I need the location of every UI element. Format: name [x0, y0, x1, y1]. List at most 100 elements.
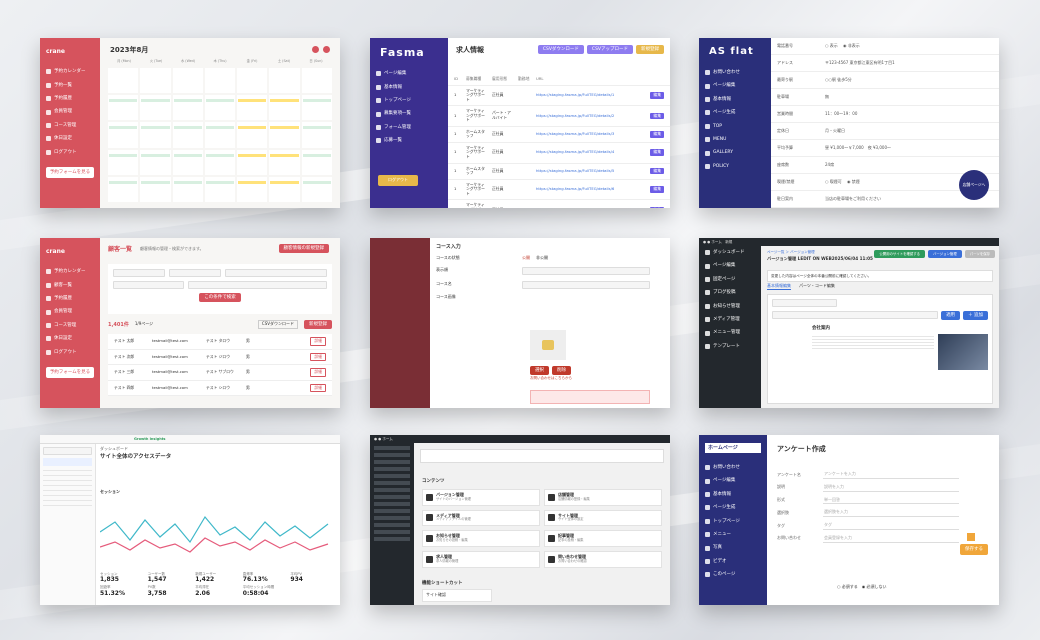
sidebar-item[interactable]: 休日設定	[40, 132, 100, 145]
detail-button[interactable]: 詳細	[310, 352, 326, 362]
save-button[interactable]: 保存する	[955, 544, 993, 555]
sidebar-item[interactable]: ページ編集	[370, 67, 448, 80]
sidebar-item[interactable]: 予約カレンダー	[40, 65, 100, 78]
calendar-day-cell[interactable]	[269, 95, 300, 121]
detail-button[interactable]: 詳細	[310, 383, 326, 393]
field-value[interactable]: 昼 ¥1,000〜￥7,000 夜 ¥3,000〜	[825, 144, 891, 150]
calendar-day-cell[interactable]	[140, 176, 171, 202]
sidebar-item[interactable]: お問い合わせ	[699, 66, 771, 79]
text-field[interactable]: 説明を入力	[823, 484, 959, 492]
content-card[interactable]: 店舗管理 店舗情報の登録・編集	[544, 489, 662, 506]
field-value[interactable]: 11：00〜19：00	[825, 110, 858, 116]
content-card[interactable]: サイト管理 サイト全体の設定	[544, 509, 662, 527]
calendar-day-cell[interactable]	[301, 149, 332, 175]
required-radio[interactable]: ○ 必須する ◉ 必須しない	[837, 584, 887, 589]
apply-button[interactable]: 適用	[941, 311, 961, 321]
sidebar-item[interactable]: 予約履歴	[40, 92, 100, 105]
sidebar-item[interactable]	[374, 509, 410, 513]
content-card[interactable]: 問い合わせ管理 お問い合わせの確認	[544, 550, 662, 568]
calendar-day-cell[interactable]	[237, 176, 268, 202]
text-field[interactable]: 会員登録を入力	[823, 535, 959, 543]
calendar-day-cell[interactable]	[301, 122, 332, 148]
content-card[interactable]: お知らせ管理 お知らせの投稿・編集	[422, 530, 540, 547]
add-option-button[interactable]	[967, 533, 975, 541]
sidebar-item[interactable]: 写真	[699, 541, 767, 554]
text-field[interactable]	[522, 280, 650, 289]
sidebar-item[interactable]: 基本情報	[699, 93, 771, 106]
sidebar-item[interactable]	[374, 502, 410, 506]
csv-download-button[interactable]: CSVダウンロード	[257, 320, 298, 330]
sidebar-item[interactable]: TOP	[699, 120, 771, 133]
store-page-button[interactable]: 店舗ページへ	[959, 170, 989, 200]
sidebar-item[interactable]: ページ編集	[699, 474, 767, 487]
content-card[interactable]: バージョン管理 サイトのバージョン管理	[422, 489, 540, 506]
sidebar-item[interactable]: 固定ページ	[699, 273, 761, 286]
sidebar-item[interactable]: トップページ	[699, 515, 767, 528]
field-value[interactable]: ○○駅 徒歩5分	[825, 76, 852, 82]
calendar-day-cell[interactable]	[140, 95, 171, 121]
edit-button[interactable]: 編集	[650, 149, 664, 157]
text-field[interactable]: 選択肢を入力	[823, 509, 959, 518]
calendar-day-cell[interactable]	[237, 122, 268, 148]
breadcrumb[interactable]: ページ一覧 ＞ バージョン管理	[767, 250, 815, 254]
calendar-day-cell[interactable]	[140, 149, 171, 175]
sidebar-item[interactable]: フォーム管理	[370, 121, 448, 134]
sidebar-item[interactable]: 基本情報	[370, 81, 448, 94]
table-row[interactable]: テスト 四郎 testmail@test.com テスト シロウ 男 詳細	[108, 381, 332, 397]
sidebar-action-button[interactable]: ログアウト	[378, 175, 418, 186]
sidebar-item[interactable]	[374, 453, 410, 457]
sidebar-item[interactable]: 休日設定	[40, 332, 100, 345]
status-option[interactable]: 公開	[522, 255, 530, 260]
tab[interactable]: 基本情報編集	[767, 283, 791, 290]
cell-url[interactable]: https://staging.fasma.jp/FullTEG/details…	[536, 112, 615, 118]
sidebar-item[interactable]: 基本情報	[699, 488, 767, 501]
sidebar-item[interactable]: トップページ	[370, 94, 448, 107]
calendar-day-cell[interactable]	[204, 122, 236, 148]
sidebar-item[interactable]: 募集要項一覧	[370, 107, 448, 120]
add-button[interactable]: ＋ 追加	[963, 311, 988, 321]
content-card[interactable]: メディア管理 メディアファイルの管理	[422, 509, 540, 527]
field-value[interactable]: 24席	[825, 161, 835, 167]
sidebar-item[interactable]: お問い合わせ	[699, 461, 767, 474]
toolbar-button[interactable]: パーツを保存	[964, 250, 995, 259]
sidebar-item[interactable]: 予約履歴	[40, 292, 100, 305]
sidebar-item[interactable]: コース管理	[40, 119, 100, 132]
sidebar-item[interactable]: ブログ投稿	[699, 286, 761, 299]
search-field[interactable]	[225, 269, 327, 277]
calendar-day-cell[interactable]	[237, 149, 268, 175]
sidebar-item[interactable]	[374, 516, 410, 520]
calendar-day-cell[interactable]	[108, 149, 139, 175]
detail-button[interactable]: 詳細	[310, 337, 326, 346]
field-value[interactable]: ○ 喫煙可 ◉ 禁煙	[825, 178, 860, 184]
calendar-day-cell[interactable]	[172, 68, 203, 94]
new-button[interactable]: 新規登録	[304, 320, 332, 330]
sidebar-item[interactable]: 予約カレンダー	[40, 265, 100, 278]
calendar-day-cell[interactable]	[301, 68, 332, 94]
sidebar-item[interactable]: メディア管理	[699, 313, 761, 326]
calendar-day-cell[interactable]	[108, 122, 139, 148]
edit-button[interactable]: 編集	[650, 206, 664, 208]
sidebar-item[interactable]	[374, 460, 410, 464]
edit-button[interactable]: 編集	[650, 167, 664, 175]
calendar-day-cell[interactable]	[269, 149, 300, 175]
calendar-day-cell[interactable]	[108, 176, 139, 202]
sidebar-item[interactable]	[374, 495, 410, 499]
field-value[interactable]: 無	[825, 93, 829, 99]
table-row[interactable]: 1マーケティングサポート正社員https://staging.fasma.jp/…	[448, 200, 670, 208]
cell-url[interactable]: https://staging.fasma.jp/FullTEG/details…	[536, 167, 615, 173]
search-field[interactable]	[113, 281, 184, 289]
delete-button[interactable]: 削除	[552, 366, 571, 376]
calendar-day-cell[interactable]	[140, 122, 171, 148]
table-row[interactable]: 1 ホームスタッフ 正社員 https://staging.fasma.jp/Full…	[448, 127, 670, 143]
sidebar-item[interactable]: メニュー管理	[699, 326, 761, 339]
sidebar-item[interactable]: GALLERY	[699, 146, 771, 159]
sidebar-item[interactable]: 応募一覧	[370, 134, 448, 147]
pagination[interactable]: 1/9ページ	[134, 321, 154, 327]
sidebar-item[interactable]: ページ生成	[699, 501, 767, 514]
edit-button[interactable]: 編集	[650, 131, 664, 138]
content-card[interactable]: 記事管理 記事の投稿・編集	[544, 530, 662, 547]
calendar-day-cell[interactable]	[172, 122, 203, 148]
toolbar-button[interactable]: バージョン管理	[928, 250, 962, 259]
